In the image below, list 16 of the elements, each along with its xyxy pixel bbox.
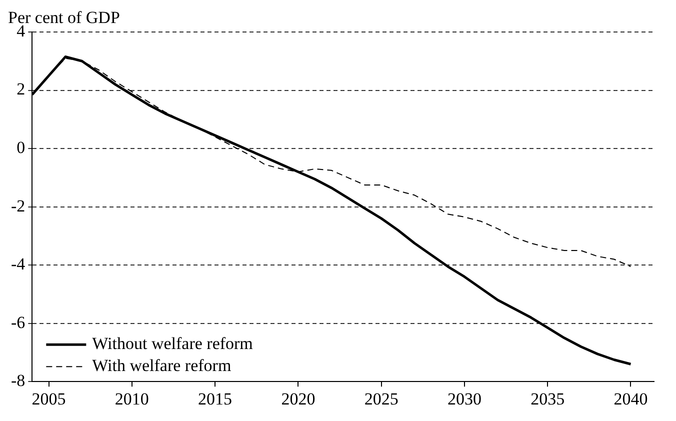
x-tick-label: 2025 [364, 389, 398, 408]
y-tick-label: -6 [10, 312, 26, 332]
y-tick-label: -8 [10, 371, 26, 390]
x-tick-label: 2020 [281, 389, 316, 408]
x-tick-label: 2030 [447, 389, 482, 408]
x-tick-label: 2035 [530, 389, 565, 408]
x-tick-label: 2010 [114, 389, 149, 408]
y-tick-label: 0 [16, 138, 26, 157]
y-tick-label: 2 [16, 80, 26, 99]
x-tick-label: 2040 [614, 389, 648, 408]
legend-label: Without welfare reform [92, 334, 253, 354]
y-tick-label: -4 [10, 254, 26, 274]
x-tick-label: 2005 [32, 389, 66, 408]
legend-label: With welfare reform [92, 356, 232, 376]
x-tick-label: 2015 [198, 389, 232, 408]
y-tick-label: -2 [10, 196, 26, 216]
